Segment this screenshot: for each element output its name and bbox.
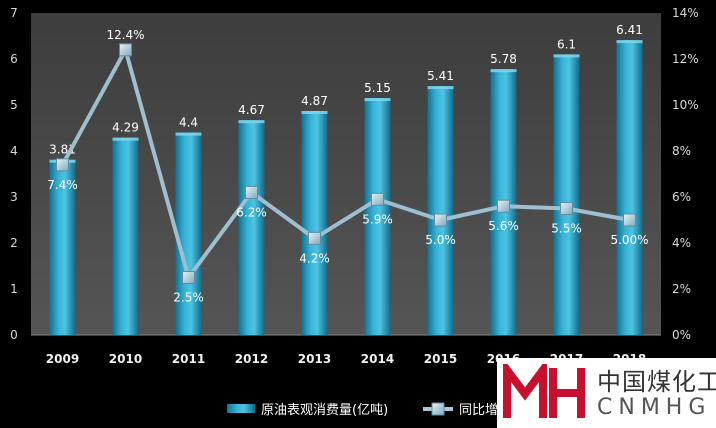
legend: 原油表观消费量(亿吨) 同比增长 (227, 402, 511, 418)
line-series (56, 43, 636, 284)
y2-tick-label: 10% (672, 98, 699, 112)
y2-tick-label: 12% (672, 52, 699, 66)
line-data-label: 12.4% (106, 28, 144, 42)
line-data-label: 5.5% (551, 222, 582, 236)
y-tick-label: 5 (10, 98, 18, 112)
bar-data-label: 4.87 (301, 94, 328, 108)
line-point (308, 231, 321, 245)
bar (553, 54, 580, 336)
x-tick-label: 2015 (424, 352, 457, 366)
line-point (560, 202, 573, 215)
legend-bar-label: 原油表观消费量(亿吨) (261, 403, 388, 418)
line-data-label: 5.9% (362, 212, 393, 226)
y-tick-label: 1 (10, 282, 18, 296)
y-tick-label: 7 (10, 6, 18, 20)
bar-data-label: 4.67 (238, 103, 265, 117)
line-point (119, 43, 132, 57)
bar-labels: 3.814.29 4.44.674.875.155.415.786.16.41 (49, 23, 643, 157)
line-data-label: 6.2% (236, 205, 267, 219)
watermark-text-en: CNMHG (597, 395, 712, 420)
bar-data-label: 5.78 (490, 52, 517, 66)
y2-tick-label: 8% (672, 144, 691, 158)
line-data-label: 5.00% (610, 233, 648, 247)
line-point (623, 213, 636, 227)
line-data-label: 2.5% (173, 291, 204, 305)
x-tick-label: 2013 (298, 352, 331, 366)
bar-data-label: 6.41 (616, 23, 643, 37)
line-point (182, 271, 195, 284)
x-tick-label: 2011 (172, 352, 205, 366)
y-tick-label: 0 (10, 328, 18, 342)
line-point (497, 199, 510, 213)
bar (364, 98, 391, 335)
bar (49, 159, 76, 335)
y-tick-label: 4 (10, 144, 18, 158)
line-point (56, 158, 69, 172)
y-tick-label: 3 (10, 190, 18, 204)
bar-data-label: 4.29 (112, 121, 139, 135)
line-point (434, 213, 447, 227)
line-data-label: 4.2% (299, 251, 330, 265)
y-axis-left: 0 1 2 3 4 5 6 7 (10, 6, 18, 342)
series-line (60, 47, 630, 280)
y-tick-label: 2 (10, 236, 18, 250)
y2-tick-label: 2% (672, 282, 691, 296)
x-tick-label: 2009 (46, 352, 79, 366)
bar-cap (238, 120, 265, 124)
watermark: 中国煤化工 CNMHG (497, 358, 716, 428)
bar-cap (364, 98, 391, 102)
bar-cap (175, 132, 202, 136)
legend-bar-swatch (227, 404, 255, 413)
bar-cap (112, 137, 139, 141)
bar-data-label: 5.15 (364, 81, 391, 95)
bar-cap (490, 69, 517, 73)
bar-cap (616, 40, 643, 44)
y2-tick-label: 4% (672, 236, 691, 250)
line-point-labels: 7.4% 12.4% 2.5% 6.2% 4.2% 5.9% 5.0% 5.6% 5.5% 5.0… (47, 28, 648, 305)
bar (301, 110, 328, 335)
bar (175, 132, 202, 335)
bar-data-label: 4.4 (179, 116, 198, 130)
x-tick-label: 2012 (235, 352, 268, 366)
line-data-label: 7.4% (47, 178, 78, 192)
bar-cap (301, 110, 328, 114)
line-data-label: 5.0% (425, 233, 456, 247)
line-point (371, 192, 384, 206)
y-tick-label: 6 (10, 52, 18, 66)
bar-data-label: 5.41 (427, 69, 454, 83)
bar-data-label: 6.1 (557, 37, 576, 51)
bar (112, 137, 139, 335)
watermark-text-cn: 中国煤化工 (597, 368, 716, 396)
line-data-label: 5.6% (488, 219, 519, 233)
bar (616, 40, 643, 335)
y2-tick-label: 0% (672, 328, 691, 342)
bar (427, 86, 454, 335)
bar (238, 120, 265, 336)
bar-cap (553, 54, 580, 58)
logo-icon (503, 364, 585, 418)
x-tick-label: 2010 (109, 352, 142, 366)
y-axis-right: 0% 2% 4% 6% 8% 10% 12% 14% (672, 6, 699, 342)
y2-tick-label: 14% (672, 6, 699, 20)
bar-cap (427, 86, 454, 90)
legend-line-marker (431, 402, 445, 416)
y2-tick-label: 6% (672, 190, 691, 204)
x-tick-label: 2014 (361, 352, 394, 366)
line-point (245, 185, 258, 199)
